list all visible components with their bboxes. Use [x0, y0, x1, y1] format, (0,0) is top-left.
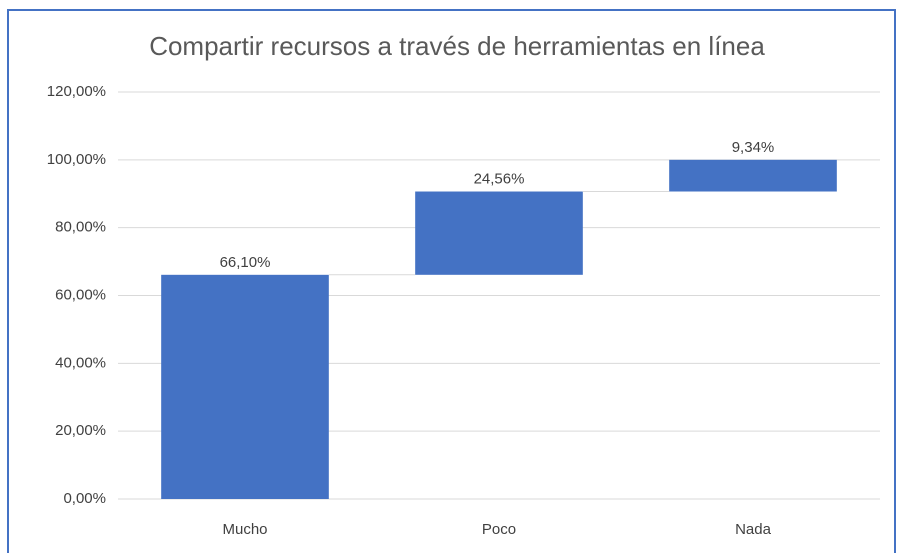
data-label: 9,34%	[732, 139, 775, 156]
data-label: 66,10%	[220, 254, 271, 271]
y-tick-label: 80,00%	[55, 219, 106, 236]
x-tick-label: Mucho	[222, 521, 267, 538]
y-tick-label: 20,00%	[55, 422, 106, 439]
bar	[415, 191, 583, 275]
y-tick-label: 120,00%	[47, 83, 106, 100]
x-tick-label: Nada	[735, 521, 772, 538]
y-tick-label: 0,00%	[63, 490, 106, 507]
chart-title: Compartir recursos a través de herramien…	[149, 31, 765, 61]
x-tick-label: Poco	[482, 521, 516, 538]
y-tick-label: 60,00%	[55, 286, 106, 303]
bar	[669, 159, 837, 192]
chart-border	[7, 9, 896, 553]
data-label: 24,56%	[474, 170, 525, 187]
y-tick-label: 100,00%	[47, 151, 106, 168]
bar	[161, 274, 329, 499]
y-tick-label: 40,00%	[55, 354, 106, 371]
